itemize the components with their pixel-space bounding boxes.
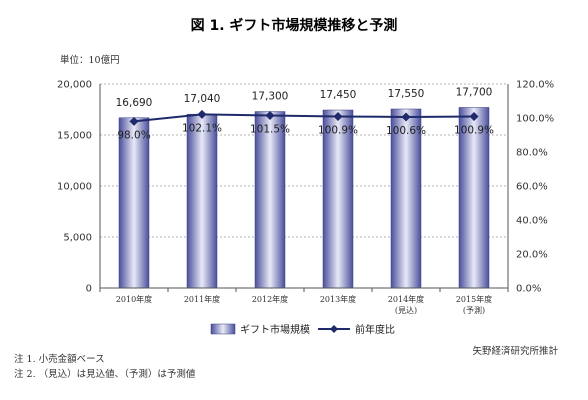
- source-label: 矢野経済研究所推計: [472, 346, 558, 357]
- ratio-value-label: 100.9%: [454, 124, 494, 136]
- legend-line-label: 前年度比: [355, 323, 395, 336]
- y-right-tick-label: 120.0%: [516, 80, 554, 91]
- y-left-tick-label: 20,000: [57, 80, 92, 91]
- ratio-value-label: 100.9%: [318, 124, 358, 136]
- notes: 注 1. 小売金額ベース 注 2. （見込）は見込値、（予測）は予測値: [14, 352, 195, 382]
- ratio-value-label: 100.6%: [386, 125, 426, 137]
- y-right-tick-label: 40.0%: [516, 216, 548, 227]
- y-left-tick-label: 0: [86, 284, 92, 295]
- bar: [322, 109, 354, 289]
- ratio-point: [129, 116, 139, 126]
- axes: 0 5,000 10,000 15,000 20,000 0.0% 20.0% 40.0% 60…: [57, 80, 554, 316]
- x-tick-label: 2011年度: [184, 294, 220, 304]
- y-right-tick-label: 0.0%: [516, 284, 541, 295]
- data-labels: 16,690 17,040 17,300 17,450 17,550 17,700 98.0…: [116, 86, 494, 141]
- x-tick-label: 2012年度: [252, 294, 288, 304]
- ratio-point: [333, 111, 343, 121]
- unit-label: 単位：10億円: [60, 55, 120, 66]
- ratio-point: [197, 109, 207, 119]
- bar: [186, 113, 218, 289]
- bar-value-label: 17,550: [388, 88, 425, 100]
- note-1: 注 1. 小売金額ベース: [14, 354, 105, 365]
- ratio-point: [265, 110, 275, 120]
- bar: [458, 107, 490, 289]
- ratio-line: [129, 109, 479, 126]
- bar-value-label: 17,300: [252, 91, 289, 103]
- bar: [390, 108, 422, 289]
- ratio-line-path: [133, 113, 475, 123]
- legend-bar-label: ギフト市場規模: [240, 323, 310, 336]
- ratio-point: [469, 111, 479, 121]
- x-tick-label: 2013年度: [320, 294, 356, 304]
- ratio-point: [401, 112, 411, 122]
- bar-value-label: 17,700: [456, 86, 493, 98]
- legend-line-marker: [330, 325, 338, 333]
- bar: [118, 117, 150, 289]
- y-left-tick-label: 5,000: [63, 233, 92, 244]
- y-right-tick-label: 20.0%: [516, 250, 548, 261]
- y-left-tick-label: 10,000: [57, 182, 92, 193]
- bar-value-label: 16,690: [116, 97, 153, 109]
- chart-title: 図 1. ギフト市場規模推移と予測: [191, 17, 398, 34]
- x-tick-label: (予測): [463, 305, 485, 315]
- ratio-value-label: 98.0%: [117, 129, 150, 141]
- note-2: 注 2. （見込）は見込値、（予測）は予測値: [14, 369, 196, 380]
- y-right-tick-label: 60.0%: [516, 182, 548, 193]
- y-right-tick-label: 100.0%: [516, 114, 554, 125]
- ratio-value-label: 102.1%: [182, 122, 222, 134]
- gridlines: [100, 83, 508, 238]
- bars: [118, 107, 490, 289]
- x-tick-label: 2015年度: [456, 294, 492, 304]
- legend-bar-swatch: [210, 323, 236, 335]
- legend: ギフト市場規模 前年度比: [210, 323, 395, 336]
- x-tick-label: 2014年度: [388, 294, 424, 304]
- y-left-tick-label: 15,000: [57, 131, 92, 142]
- x-tick-label: (見込): [395, 306, 417, 315]
- bar-value-label: 17,040: [184, 93, 221, 105]
- bar: [254, 111, 286, 289]
- ratio-value-label: 101.5%: [250, 123, 290, 135]
- x-tick-label: 2010年度: [116, 294, 152, 304]
- y-right-tick-label: 80.0%: [516, 148, 548, 159]
- bar-value-label: 17,450: [320, 89, 357, 101]
